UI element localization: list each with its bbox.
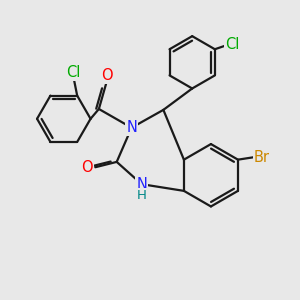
Text: O: O bbox=[81, 160, 93, 175]
Text: Br: Br bbox=[254, 150, 270, 165]
Text: O: O bbox=[101, 68, 112, 83]
Text: Cl: Cl bbox=[66, 65, 81, 80]
Text: N: N bbox=[126, 120, 137, 135]
Text: N: N bbox=[136, 177, 147, 192]
Text: Cl: Cl bbox=[226, 37, 240, 52]
Text: H: H bbox=[137, 189, 147, 202]
